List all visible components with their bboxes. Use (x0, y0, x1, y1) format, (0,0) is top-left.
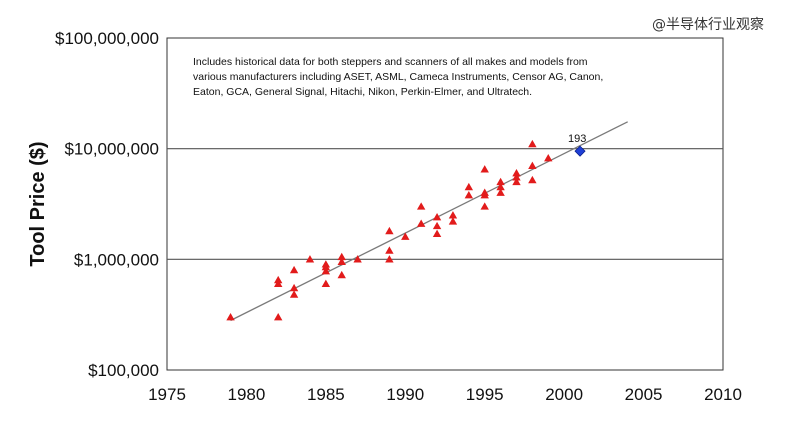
data-point-triangle-19 (401, 232, 410, 240)
data-point-triangle-39 (528, 175, 537, 184)
annotation-text: Includes historical data for both steppe… (193, 56, 603, 98)
data-point-triangle-7 (305, 255, 315, 263)
x-tick-label: 1995 (466, 385, 504, 404)
data-point-triangle-29 (480, 202, 489, 210)
y-tick-label: $1,000,000 (74, 250, 159, 269)
x-tick-label: 1975 (148, 385, 186, 404)
data-point-triangle-4 (289, 290, 299, 298)
data-point-triangle-17 (385, 246, 394, 254)
data-point-triangle-14 (337, 252, 346, 261)
annotation-line-3: Eaton, GCA, General Signal, Hitachi, Nik… (193, 86, 532, 98)
data-point-triangle-33 (496, 188, 505, 196)
data-point-triangle-21 (416, 202, 426, 210)
data-point-triangle-40 (528, 161, 537, 169)
points-layer: 193 (226, 133, 586, 321)
plot-area-frame (166, 37, 724, 371)
data-point-label: 193 (568, 133, 586, 145)
y-tick-label: $100,000 (88, 361, 159, 380)
data-point-triangle-13 (337, 257, 346, 265)
grid-layer (167, 148, 723, 260)
trend-line (230, 121, 628, 322)
watermark-text: @半导体行业观察 (652, 17, 764, 33)
data-point-triangle-20 (416, 219, 426, 227)
x-tick-label: 1985 (307, 385, 345, 404)
x-tick-label: 2005 (625, 385, 663, 404)
data-point-triangle-12 (337, 270, 346, 279)
data-point-triangle-9 (321, 267, 331, 275)
x-tick-label: 2000 (545, 385, 583, 404)
data-point-triangle-24 (432, 213, 442, 221)
data-point-triangle-38 (512, 169, 521, 177)
y-tick-label: $10,000,000 (64, 140, 159, 159)
data-point-triangle-2 (274, 279, 283, 288)
x-tick-label: 1980 (228, 385, 266, 404)
annotation-line-2: various manufacturers including ASET, AS… (193, 71, 603, 83)
x-tick-labels: 1975 1980 1985 1990 1995 2000 2005 2010 (148, 385, 742, 404)
data-point-triangle-37 (512, 173, 521, 181)
data-point-triangle-41 (528, 139, 537, 148)
data-point-triangle-34 (496, 182, 505, 191)
data-point-triangle-28 (464, 182, 474, 191)
data-point-triangle-25 (448, 217, 458, 225)
x-tick-label: 2010 (704, 385, 742, 404)
data-point-triangle-3 (274, 275, 283, 284)
data-point-triangle-27 (464, 190, 474, 199)
data-point-triangle-1 (274, 312, 283, 321)
data-point-triangle-26 (448, 211, 458, 219)
trend-layer (230, 121, 628, 322)
data-point-triangle-22 (432, 229, 442, 237)
data-point-diamond-0 (574, 145, 586, 157)
data-point-triangle-0 (226, 312, 235, 321)
y-tick-labels: $100,000 $1,000,000 $10,000,000 $100,000,00… (55, 29, 159, 380)
y-tick-label: $100,000,000 (55, 29, 159, 48)
data-point-triangle-42 (544, 154, 553, 162)
y-axis-label: Tool Price ($) (27, 141, 49, 266)
annotation-line-1: Includes historical data for both steppe… (193, 56, 588, 68)
data-point-triangle-35 (496, 177, 505, 186)
data-point-triangle-8 (321, 279, 331, 288)
data-point-triangle-23 (432, 221, 442, 230)
data-point-triangle-5 (289, 283, 299, 292)
data-point-triangle-31 (480, 188, 489, 196)
x-tick-label: 1990 (386, 385, 424, 404)
data-point-triangle-16 (385, 255, 394, 263)
data-point-triangle-15 (353, 255, 362, 263)
data-point-triangle-6 (289, 265, 299, 274)
data-point-triangle-18 (385, 226, 394, 235)
data-point-triangle-36 (512, 177, 521, 186)
data-point-triangle-11 (321, 260, 331, 268)
data-point-triangle-32 (480, 165, 489, 173)
